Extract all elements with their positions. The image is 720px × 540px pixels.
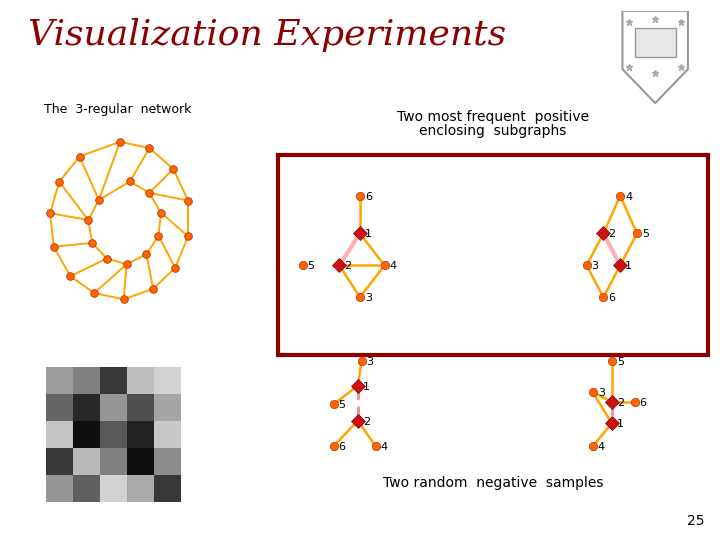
Bar bbox=[634, 28, 676, 57]
Text: Two most frequent  positive: Two most frequent positive bbox=[397, 110, 589, 124]
Text: 3: 3 bbox=[366, 357, 374, 367]
Text: 1: 1 bbox=[363, 381, 370, 391]
Text: 5: 5 bbox=[617, 357, 624, 367]
Text: 6: 6 bbox=[338, 442, 346, 453]
Text: 1: 1 bbox=[625, 261, 632, 272]
Text: 4: 4 bbox=[625, 192, 632, 202]
Text: 1: 1 bbox=[617, 419, 624, 429]
Text: 4: 4 bbox=[380, 442, 387, 453]
Text: Visualization Experiments: Visualization Experiments bbox=[28, 18, 506, 52]
Text: 3: 3 bbox=[592, 261, 598, 272]
Text: 5: 5 bbox=[307, 261, 315, 272]
Text: 2: 2 bbox=[608, 230, 616, 239]
Text: 1: 1 bbox=[365, 230, 372, 239]
Text: 4: 4 bbox=[390, 261, 397, 272]
Text: 2: 2 bbox=[363, 416, 370, 427]
Text: Two random  negative  samples: Two random negative samples bbox=[383, 476, 603, 490]
Text: The  3-regular  network: The 3-regular network bbox=[45, 103, 192, 116]
Text: 5: 5 bbox=[642, 230, 649, 239]
Text: 2: 2 bbox=[344, 261, 351, 272]
Text: Weights: Weights bbox=[90, 484, 146, 498]
Text: 5: 5 bbox=[338, 400, 346, 410]
Text: 2: 2 bbox=[617, 397, 624, 408]
Text: enclosing  subgraphs: enclosing subgraphs bbox=[419, 124, 567, 138]
Text: 3: 3 bbox=[365, 293, 372, 303]
Text: 3: 3 bbox=[598, 388, 605, 399]
Text: 6: 6 bbox=[365, 192, 372, 202]
Text: 4: 4 bbox=[598, 442, 605, 453]
Text: 6: 6 bbox=[639, 397, 647, 408]
Text: 25: 25 bbox=[688, 514, 705, 528]
Bar bbox=[278, 155, 708, 355]
Text: 6: 6 bbox=[608, 293, 616, 303]
